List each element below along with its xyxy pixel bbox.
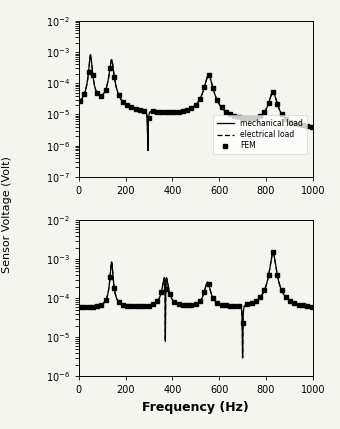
electrical load	[250, 116, 254, 121]
mechanical load	[88, 52, 92, 57]
FEM	[138, 107, 142, 112]
electrical load	[146, 148, 150, 153]
Line: mechanical load: mechanical load	[79, 55, 313, 151]
X-axis label: Frequency (Hz): Frequency (Hz)	[142, 401, 249, 414]
electrical load	[162, 109, 166, 115]
FEM	[288, 119, 292, 124]
mechanical load	[215, 98, 219, 103]
electrical load	[88, 52, 92, 57]
FEM	[305, 124, 309, 129]
Legend: mechanical load, electrical load, FEM: mechanical load, electrical load, FEM	[213, 115, 307, 154]
mechanical load	[77, 99, 81, 104]
mechanical load	[89, 53, 93, 58]
mechanical load	[162, 109, 166, 115]
FEM	[78, 98, 82, 103]
mechanical load	[146, 148, 150, 153]
FEM	[125, 103, 129, 108]
Line: FEM: FEM	[79, 66, 313, 128]
mechanical load	[225, 110, 230, 115]
FEM	[104, 87, 108, 92]
electrical load	[263, 109, 267, 114]
electrical load	[215, 98, 219, 103]
mechanical load	[250, 116, 254, 121]
FEM	[309, 124, 313, 129]
Text: Sensor Voltage (Volt): Sensor Voltage (Volt)	[2, 156, 12, 273]
electrical load	[225, 110, 230, 115]
mechanical load	[263, 109, 267, 114]
FEM	[108, 65, 112, 70]
Line: electrical load: electrical load	[79, 55, 313, 151]
electrical load	[77, 99, 81, 104]
electrical load	[311, 124, 315, 130]
mechanical load	[311, 124, 315, 130]
electrical load	[89, 53, 93, 58]
FEM	[168, 110, 172, 115]
